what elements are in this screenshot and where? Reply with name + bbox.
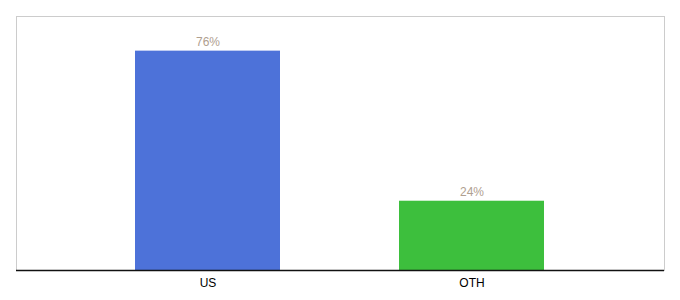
- svg-text:76%: 76%: [196, 35, 220, 49]
- svg-text:24%: 24%: [460, 185, 484, 199]
- svg-text:US: US: [200, 276, 217, 290]
- svg-text:OTH: OTH: [459, 276, 484, 290]
